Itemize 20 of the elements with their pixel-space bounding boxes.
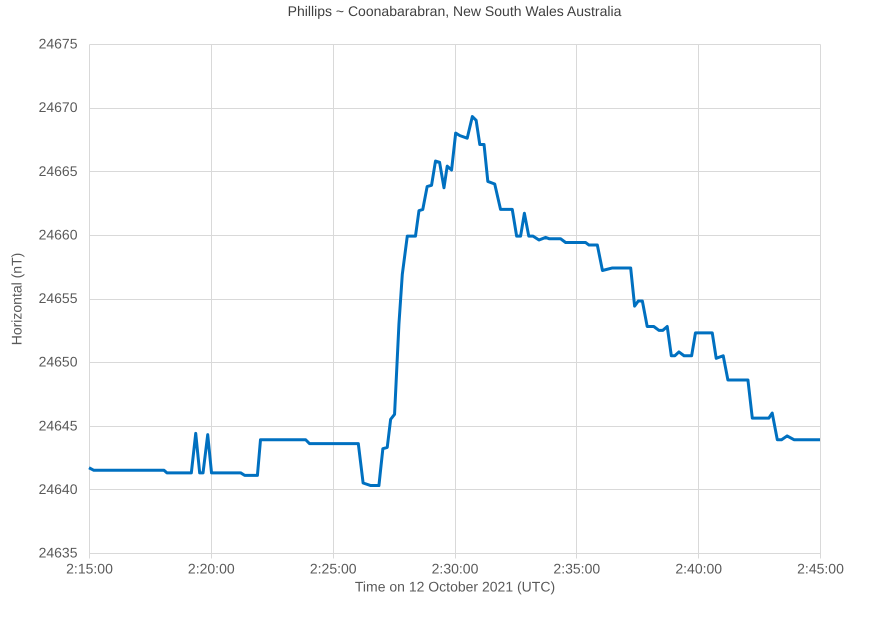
y-axis-title: Horizontal (nT) — [8, 252, 25, 346]
chart-title: Phillips ~ Coonabarabran, New South Wales Australia — [288, 3, 622, 19]
y-tick-label: 24635 — [38, 544, 78, 560]
y-tick-label: 24670 — [38, 99, 78, 116]
x-tick-label: 2:40:00 — [675, 560, 722, 576]
x-tick-label: 2:25:00 — [310, 560, 357, 576]
y-tick-label: 24660 — [38, 226, 78, 242]
y-tick-label: 24650 — [38, 354, 78, 370]
x-tick-label: 2:20:00 — [188, 560, 235, 576]
x-tick-label: 2:35:00 — [553, 560, 600, 576]
y-tick-label: 24665 — [38, 162, 78, 179]
y-tick-label: 24640 — [38, 480, 78, 497]
y-tick-label: 24675 — [38, 36, 78, 52]
x-tick-label: 2:15:00 — [66, 560, 114, 576]
line-series — [88, 115, 822, 488]
y-tick-label: 24655 — [38, 290, 78, 306]
x-axis-title: Time on 12 October 2021 (UTC) — [354, 578, 556, 594]
x-tick-label: 2:45:00 — [797, 560, 844, 576]
x-tick-label: 2:30:00 — [432, 560, 479, 576]
y-tick-label: 24645 — [38, 417, 78, 434]
